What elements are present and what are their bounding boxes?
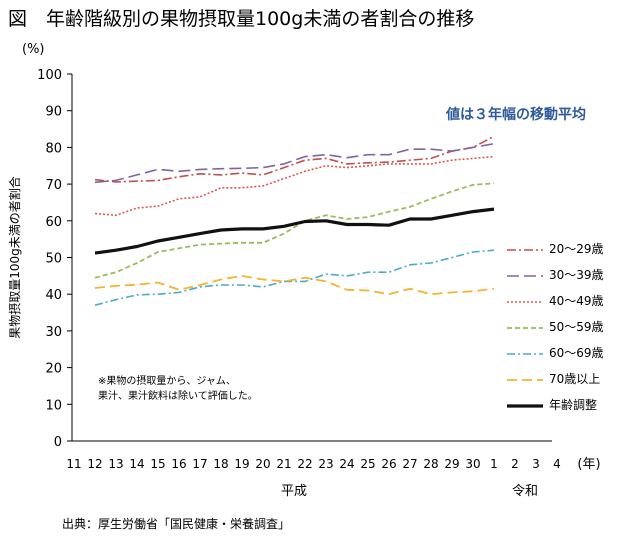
y-tick-label: 100 bbox=[37, 68, 62, 83]
legend-swatch bbox=[507, 275, 543, 277]
x-tick-label: 29 bbox=[444, 457, 459, 471]
y-tick-label: 60 bbox=[45, 215, 62, 230]
moving-average-note: 値は３年幅の移動平均 bbox=[446, 107, 586, 123]
legend-swatch bbox=[507, 301, 543, 303]
legend-item: 年齢調整 bbox=[507, 396, 619, 416]
x-tick-label: 3 bbox=[532, 457, 540, 471]
y-tick-label: 70 bbox=[45, 178, 62, 193]
legend-item: 60～69歳 bbox=[507, 344, 619, 364]
x-tick-label: 14 bbox=[129, 457, 144, 471]
legend-item: 40～49歳 bbox=[507, 292, 619, 312]
legend-swatch bbox=[507, 249, 543, 251]
y-tick-label: 80 bbox=[45, 141, 62, 156]
legend-swatch bbox=[507, 404, 543, 408]
chart-title: 図 年齢階級別の果物摂取量100g未満の者割合の推移 bbox=[8, 8, 475, 30]
y-tick-label: 0 bbox=[54, 435, 62, 450]
x-tick-label: 25 bbox=[360, 457, 375, 471]
y-tick-label: 50 bbox=[45, 252, 62, 267]
y-tick-label: 40 bbox=[45, 288, 62, 303]
x-tick-label: 13 bbox=[108, 457, 123, 471]
x-tick-label: 20 bbox=[255, 457, 270, 471]
x-tick-label: 23 bbox=[318, 457, 333, 471]
series-line bbox=[94, 155, 495, 217]
legend-label: 40～49歳 bbox=[549, 294, 604, 308]
x-tick-label: 1 bbox=[490, 457, 498, 471]
x-tick-label: 21 bbox=[276, 457, 291, 471]
legend-label: 30～39歳 bbox=[549, 268, 604, 282]
y-tick-label: 30 bbox=[45, 325, 62, 340]
y-tick-label: 20 bbox=[45, 362, 62, 377]
legend-swatch bbox=[507, 379, 543, 381]
era-label: 令和 bbox=[512, 484, 538, 499]
x-tick-label: 27 bbox=[402, 457, 417, 471]
series-line bbox=[94, 207, 495, 255]
legend-item: 20～29歳 bbox=[507, 240, 619, 260]
footnote-line: 果汁、果汁飲料は除いて評価した。 bbox=[98, 391, 258, 402]
legend-label: 70歳以上 bbox=[549, 372, 601, 386]
legend-label: 60～69歳 bbox=[549, 346, 604, 360]
x-tick-label: 12 bbox=[87, 457, 102, 471]
legend-item: 50～59歳 bbox=[507, 318, 619, 338]
series-line bbox=[94, 182, 495, 279]
series-line bbox=[94, 135, 495, 183]
y-tick-label: 90 bbox=[45, 105, 62, 120]
series-line bbox=[94, 142, 495, 184]
x-tick-label: 2 bbox=[511, 457, 519, 471]
legend-label: 50～59歳 bbox=[549, 320, 604, 334]
legend-item: 70歳以上 bbox=[507, 370, 619, 390]
legend-item: 30～39歳 bbox=[507, 266, 619, 286]
x-tick-label: 19 bbox=[234, 457, 249, 471]
y-tick-label: 10 bbox=[45, 398, 62, 413]
x-tick-label: 28 bbox=[423, 457, 438, 471]
x-tick-label: 26 bbox=[381, 457, 396, 471]
x-tick-label: 16 bbox=[171, 457, 186, 471]
x-tick-label: 18 bbox=[213, 457, 228, 471]
series-line bbox=[94, 274, 495, 296]
series-line bbox=[94, 249, 495, 306]
x-tick-label: 11 bbox=[66, 457, 81, 471]
era-label: 平成 bbox=[281, 484, 307, 499]
legend-swatch bbox=[507, 327, 543, 329]
x-axis-unit: (年) bbox=[577, 457, 600, 472]
x-tick-label: 4 bbox=[553, 457, 561, 471]
legend-swatch bbox=[507, 353, 543, 355]
source-credit: 出典：厚生労働省「国民健康・栄養調査」 bbox=[62, 517, 291, 531]
legend-label: 20～29歳 bbox=[549, 242, 604, 256]
x-tick-label: 15 bbox=[150, 457, 165, 471]
x-tick-label: 17 bbox=[192, 457, 207, 471]
y-axis-title: 果物摂取量100g未満の者割合 bbox=[7, 176, 22, 339]
y-unit-label: (%) bbox=[22, 42, 45, 57]
legend-label: 年齢調整 bbox=[549, 398, 598, 412]
x-tick-label: 30 bbox=[465, 457, 480, 471]
x-tick-label: 22 bbox=[297, 457, 312, 471]
x-tick-label: 24 bbox=[339, 457, 354, 471]
footnote: ※果物の摂取量から、ジャム、 果汁、果汁飲料は除いて評価した。 bbox=[98, 374, 258, 404]
footnote-line: ※果物の摂取量から、ジャム、 bbox=[98, 376, 236, 387]
